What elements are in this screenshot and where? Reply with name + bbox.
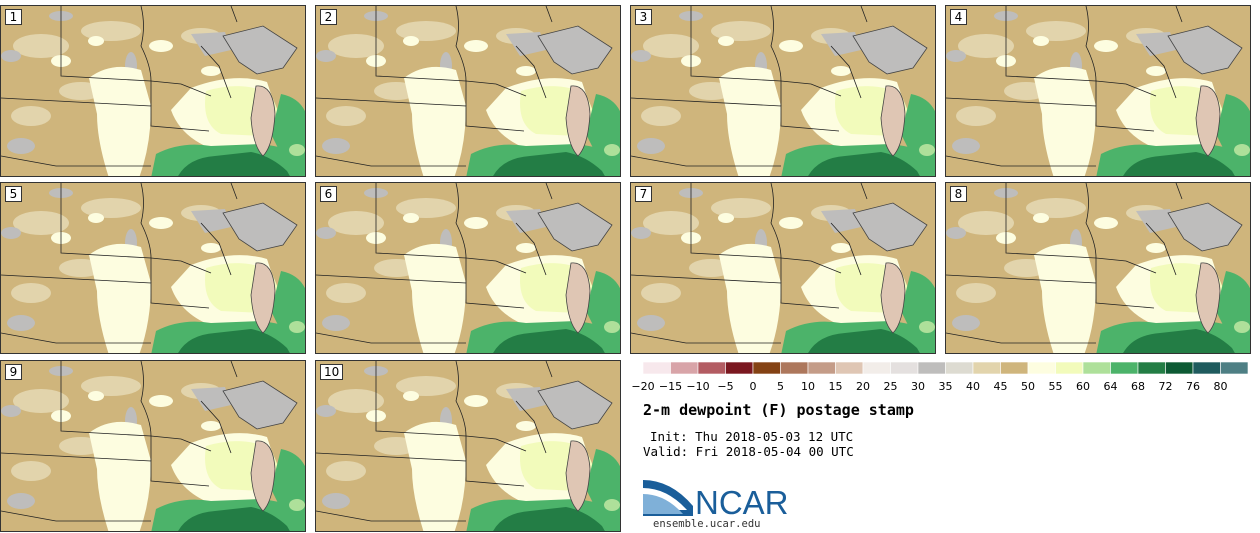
colorbar-swatch [862,362,891,375]
panel-number: 5 [5,186,22,202]
colorbar-swatch [972,362,1001,375]
colorbar-swatch [1220,362,1249,375]
stamp-panel-4: 4 [945,5,1251,177]
panel-number: 2 [320,9,337,25]
stamp-panel-6: 6 [315,182,621,354]
colorbar-tick-label: 5 [777,380,784,393]
colorbar-tick-label: 15 [828,380,843,393]
stamp-panel-9: 9 [0,360,306,532]
colorbar-swatch [1137,362,1166,375]
panel-number: 6 [320,186,337,202]
colorbar-tick-label: 60 [1076,380,1090,393]
colorbar-swatch [752,362,781,375]
colorbar-tick-label: 76 [1186,380,1200,393]
colorbar-swatch [945,362,974,375]
panel-number: 8 [950,186,967,202]
valid-time: Valid: Fri 2018-05-04 00 UTC [643,444,854,459]
colorbar-tick-label: 50 [1021,380,1035,393]
colorbar-swatch [890,362,919,375]
colorbar-tick-label: 10 [801,380,815,393]
colorbar-swatch [697,362,726,375]
colorbar-tick-label: 72 [1158,380,1173,393]
colorbar-swatch [670,362,699,375]
panel-number: 1 [5,9,22,25]
panel-number: 10 [320,364,344,380]
colorbar-tick-label: 55 [1048,380,1063,393]
colorbar-swatch [780,362,809,375]
init-time: Init: Thu 2018-05-03 12 UTC [650,429,854,444]
colorbar-tick-label: 64 [1103,380,1118,393]
stamp-panel-10: 10 [315,360,621,532]
stamp-panel-8: 8 [945,182,1251,354]
colorbar-tick-label: −10 [686,380,710,393]
colorbar-swatch [835,362,864,375]
colorbar-tick-label: 35 [938,380,953,393]
stamp-panel-5: 5 [0,182,306,354]
colorbar-tick-label: 80 [1213,380,1228,393]
colorbar-tick-label: 40 [966,380,980,393]
colorbar-tick-label: 0 [749,380,757,393]
logo-url: ensemble.ucar.edu [653,518,761,530]
colorbar-tick-label: −5 [717,380,734,393]
ncar-swoosh-icon: NCAR [643,480,789,521]
stamp-panel-1: 1 [0,5,306,177]
colorbar-swatch [1082,362,1111,375]
colorbar-swatch [1165,362,1194,375]
dewpoint-colorbar [643,362,1249,375]
colorbar-tick-label: −20 [631,380,655,393]
colorbar-swatch [1000,362,1029,375]
colorbar-swatch [1027,362,1056,375]
panel-number: 3 [635,9,652,25]
colorbar-tick-label: −15 [658,380,683,393]
colorbar-tick-label: 45 [993,380,1008,393]
colorbar-swatch [1110,362,1139,375]
colorbar-tick-label: 68 [1131,380,1145,393]
panel-number: 4 [950,9,967,25]
stamp-panel-2: 2 [315,5,621,177]
colorbar-swatch [1192,362,1221,375]
colorbar-tick-label: 20 [856,380,870,393]
colorbar-tick-label: 30 [911,380,925,393]
panel-number: 7 [635,186,652,202]
colorbar-swatch [725,362,754,375]
logo-wordmark: NCAR [695,484,789,516]
map-title: 2-m dewpoint (F) postage stamp [643,401,914,419]
colorbar-swatch [917,362,946,375]
stamp-panel-7: 7 [630,182,936,354]
colorbar-tick-label: 25 [883,380,898,393]
ncar-logo: NCAR [641,476,791,521]
stamp-panel-3: 3 [630,5,936,177]
colorbar-swatch [1055,362,1084,375]
colorbar-swatch [643,362,671,375]
colorbar-swatch [807,362,836,375]
panel-number: 9 [5,364,22,380]
